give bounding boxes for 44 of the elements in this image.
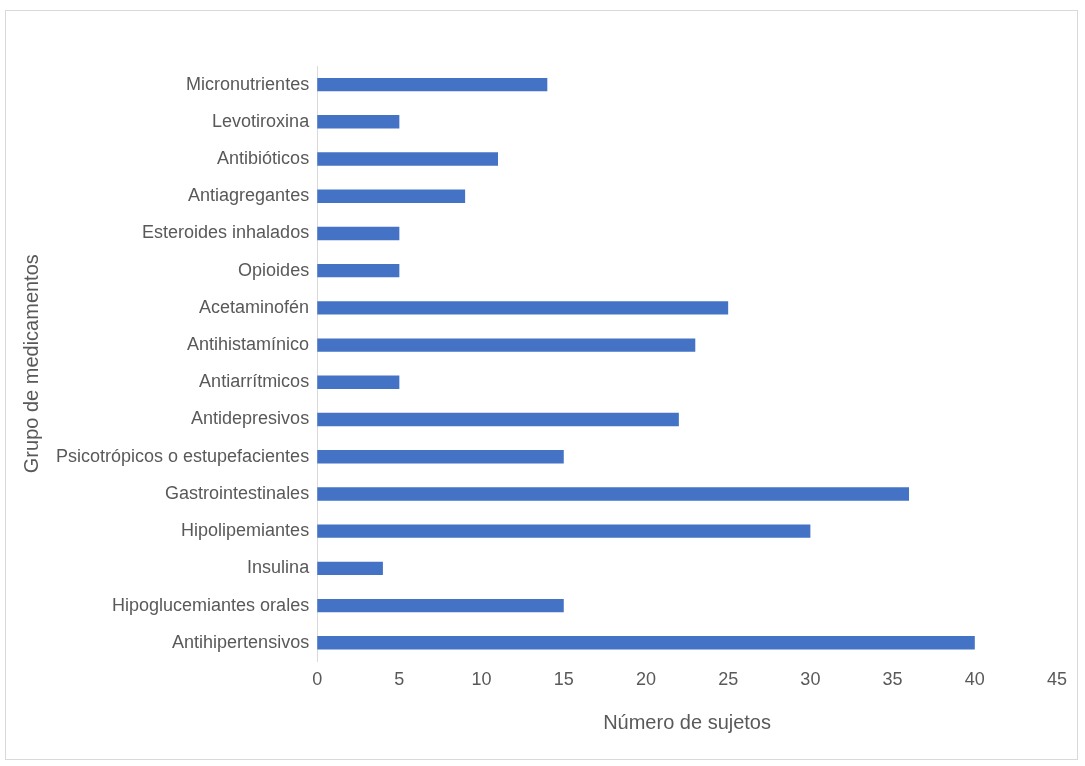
x-axis-title: Número de sujetos [603,710,772,733]
x-tick-label: 0 [312,669,323,690]
y-tick-label: Gastrointestinales [165,482,310,503]
x-tick-label: 25 [718,669,739,690]
y-tick-label: Antiagregantes [188,185,310,206]
y-axis-title: Grupo de medicamentos [19,254,42,474]
y-tick-label: Levotiroxina [212,110,311,131]
bar [317,598,564,613]
bar [317,152,498,166]
x-tick-label: 20 [635,669,656,690]
y-tick-label: Antihistamínico [187,334,310,355]
y-tick-label: Antidepresivos [191,408,310,429]
y-tick-label: Antihipertensivos [172,631,310,652]
y-tick-label: Psicotrópicos o estupefacientes [55,445,310,466]
bar [317,263,400,278]
bar [317,375,400,389]
bar [317,189,466,203]
bar [317,561,383,576]
x-tick-label: 5 [394,669,405,690]
x-tick-label: 40 [964,669,985,690]
bar [317,226,400,241]
y-tick-label: Esteroides inhalados [142,222,310,243]
y-tick-label: Hipoglucemiantes orales [112,594,310,615]
y-tick-label: Opioides [238,259,310,280]
x-tick-label: 45 [1046,669,1068,690]
bar [317,487,910,501]
bar [317,338,696,352]
x-tick-label: 10 [471,669,492,690]
y-tick-label: Insulina [247,557,311,578]
y-tick-label: Acetaminofén [199,296,310,317]
bar [317,524,811,538]
x-tick-label: 30 [800,669,821,690]
bar [317,636,975,650]
x-tick-label: 15 [553,669,574,690]
bar [317,77,548,92]
y-tick-label: Antibióticos [217,148,310,168]
bar [317,301,729,315]
bar [317,412,679,427]
bar [317,115,400,129]
y-tick-label: Hipolipemiantes [181,520,310,541]
y-tick-label: Antiarrítmicos [199,371,310,392]
y-tick-label: Micronutrientes [186,73,310,94]
bar [317,450,564,464]
x-tick-label: 35 [882,669,903,690]
